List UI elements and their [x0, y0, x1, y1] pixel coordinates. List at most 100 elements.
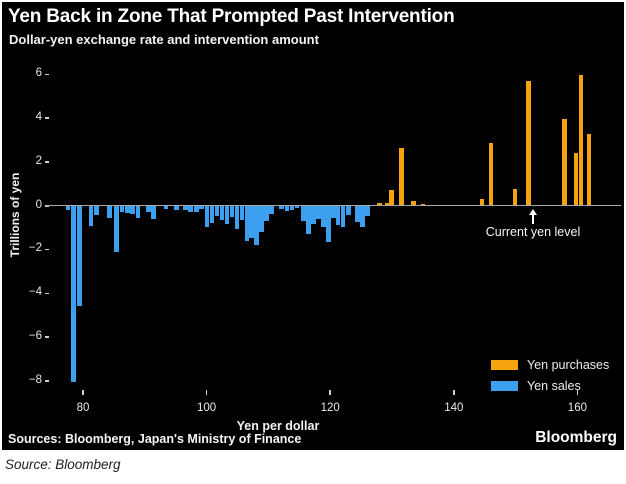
y-tick-label: −6 [28, 329, 42, 342]
x-tick-mark [329, 390, 331, 395]
y-tick-mark [45, 117, 49, 119]
x-tick-mark [576, 390, 579, 395]
bar-yen-sale [259, 205, 264, 232]
x-tick-label: 160 [567, 402, 587, 414]
zero-axis-line [46, 204, 621, 207]
x-tick-mark [205, 390, 208, 395]
bar-yen-sale [219, 205, 225, 220]
bar-yen-sale [135, 205, 141, 218]
bar-yen-purchase [420, 203, 426, 206]
chart-legend: Yen purchases Yen sales [491, 358, 609, 400]
bar-yen-sale [163, 205, 169, 209]
bar-yen-sale [119, 205, 125, 213]
y-tick-mark [45, 248, 49, 251]
bar-yen-sale [146, 205, 151, 213]
y-tick-mark [45, 73, 49, 76]
sources-note: Sources: Bloomberg, Japan's Ministry of … [8, 432, 302, 446]
y-tick-label: 2 [35, 154, 42, 167]
bar-yen-sale [346, 205, 351, 216]
legend-swatch [491, 360, 518, 370]
bar-yen-sale [130, 205, 135, 215]
y-tick-mark [45, 161, 49, 163]
y-tick-label: 0 [35, 198, 42, 211]
x-axis-label: Yen per dollar [236, 419, 320, 433]
bar-yen-sale [340, 205, 346, 228]
bar-yen-sale [125, 205, 130, 214]
bar-yen-sale [94, 205, 99, 216]
bar-yen-purchase [512, 189, 518, 206]
bar-yen-sale [355, 205, 360, 222]
legend-swatch [491, 381, 518, 391]
bar-yen-sale [254, 205, 259, 245]
x-tick-label: 120 [320, 402, 340, 414]
bar-yen-sale [244, 205, 250, 242]
bar-yen-purchase [573, 152, 579, 206]
bar-yen-sale [188, 205, 193, 212]
bar-yen-sale [306, 205, 311, 234]
bar-yen-sale [269, 205, 274, 215]
bar-yen-sale [234, 205, 240, 229]
bar-yen-sale [321, 205, 326, 228]
bar-yen-sale [360, 205, 365, 228]
x-tick-label: 140 [444, 402, 464, 414]
x-tick-mark [82, 390, 84, 395]
bar-yen-purchase [399, 148, 404, 206]
bar-yen-purchase [479, 198, 485, 206]
current-yen-level-annotation: Current yen level [485, 225, 581, 239]
bar-yen-sale [199, 205, 204, 209]
bar-yen-purchase [377, 203, 382, 206]
arrow-stem [532, 215, 534, 224]
legend-label: Yen sales [527, 379, 581, 393]
bar-yen-purchase [411, 200, 416, 206]
bar-yen-sale [365, 205, 370, 217]
y-tick-mark [45, 380, 49, 382]
bar-yen-sale [107, 205, 112, 218]
bar-yen-sale [204, 205, 210, 228]
bar-yen-sale [151, 205, 156, 220]
legend-item: Yen purchases [491, 358, 609, 372]
bar-yen-sale [71, 205, 76, 383]
source-caption: Source: Bloomberg [5, 457, 121, 472]
bar-yen-sale [229, 205, 235, 217]
bar-yen-sale [301, 205, 306, 221]
bar-yen-purchase [578, 75, 584, 206]
chart-subtitle: Dollar-yen exchange rate and interventio… [9, 32, 319, 47]
bar-yen-sale [279, 205, 284, 209]
bar-yen-sale [214, 205, 220, 217]
bar-yen-purchase [488, 143, 494, 206]
legend-item: Yen sales [491, 379, 609, 393]
x-tick-label: 100 [197, 402, 217, 414]
bar-yen-purchase [562, 119, 567, 206]
y-tick-label: 6 [35, 67, 42, 80]
bar-yen-sale [88, 205, 94, 227]
bar-yen-sale [264, 205, 269, 221]
bar-yen-sale [65, 205, 71, 210]
bar-yen-purchase [586, 134, 592, 206]
bar-yen-sale [311, 205, 316, 225]
y-tick-label: −2 [28, 242, 42, 255]
bar-yen-purchase [385, 202, 390, 206]
bar-yen-sale [183, 205, 188, 211]
bar-yen-sale [331, 205, 336, 218]
bar-yen-sale [174, 205, 179, 210]
y-tick-mark [45, 336, 49, 338]
x-tick-mark [453, 390, 455, 395]
x-tick-label: 80 [76, 402, 90, 414]
y-tick-label: −4 [28, 286, 42, 299]
bar-yen-sale [335, 205, 341, 226]
y-tick-label: 4 [35, 110, 42, 123]
bar-yen-sale [194, 205, 199, 213]
bar-yen-sale [77, 205, 82, 307]
legend-label: Yen purchases [527, 358, 610, 372]
bar-yen-sale [326, 205, 331, 243]
bar-yen-sale [224, 205, 230, 225]
arrow-up-icon [529, 209, 537, 215]
bloomberg-logo: Bloomberg [535, 429, 617, 446]
bar-yen-sale [249, 205, 254, 239]
bar-yen-purchase [526, 80, 531, 206]
bar-yen-purchase [389, 190, 394, 206]
chart-canvas: Yen Back in Zone That Prompted Past Inte… [2, 2, 624, 450]
bar-yen-sale [316, 205, 321, 219]
y-tick-mark [45, 292, 49, 295]
